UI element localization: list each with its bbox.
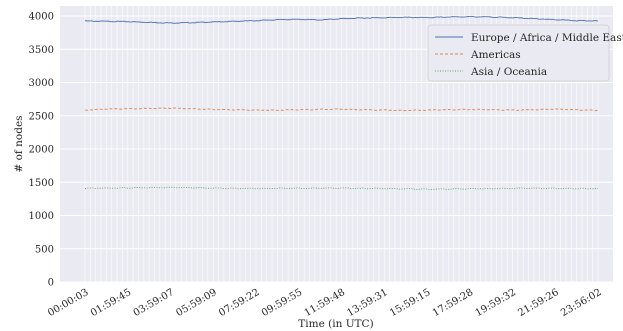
y-tick-label: 4000 [29, 12, 54, 23]
legend-label-asia-oceania: Asia / Oceania [470, 66, 547, 78]
x-tick-label: 19:59:32 [474, 287, 518, 319]
series-line-europe-africa-middle-east [84, 15, 599, 24]
grid-lines [60, 6, 613, 283]
x-tick-label: 07:59:22 [217, 287, 261, 319]
y-axis-title: # of nodes [13, 115, 25, 172]
y-tick-label: 3500 [29, 45, 54, 56]
x-tick-label: 15:59:15 [388, 287, 432, 319]
x-tick-label: 00:00:03 [46, 287, 90, 319]
y-tick-label: 1000 [29, 211, 54, 222]
x-tick-label: 05:59:09 [174, 287, 218, 319]
legend-label-americas: Americas [470, 49, 521, 61]
y-axis-ticks: 0 500 1000 1500 2000 2500 3000 3500 4000 [29, 12, 54, 289]
x-axis-ticks: 00:00:0301:59:4503:59:0705:59:0907:59:22… [46, 287, 603, 319]
x-tick-label: 23:56:02 [559, 287, 603, 319]
y-tick-label: 500 [35, 244, 54, 255]
x-axis-title: Time (in UTC) [298, 318, 373, 330]
legend-label-europe-africa-middle-east: Europe / Africa / Middle East [471, 32, 623, 44]
y-tick-label: 1500 [29, 178, 54, 189]
x-tick-label: 21:59:26 [516, 287, 560, 319]
legend-box [427, 24, 610, 82]
x-tick-label: 03:59:07 [132, 287, 176, 319]
series-line-americas [84, 107, 599, 112]
y-tick-label: 3000 [29, 78, 54, 89]
y-tick-label: 2000 [29, 145, 54, 156]
x-tick-label: 11:59:48 [303, 287, 347, 319]
x-tick-label: 17:59:28 [431, 287, 475, 319]
x-tick-label: 13:59:31 [345, 287, 389, 319]
series-lines [84, 15, 599, 190]
x-tick-label: 09:59:55 [260, 287, 304, 319]
y-tick-label: 0 [48, 278, 54, 289]
y-tick-label: 2500 [29, 111, 54, 122]
legend: Europe / Africa / Middle East Americas A… [427, 24, 623, 82]
series-line-asia-oceania [84, 186, 599, 190]
x-tick-label: 01:59:45 [89, 287, 133, 319]
